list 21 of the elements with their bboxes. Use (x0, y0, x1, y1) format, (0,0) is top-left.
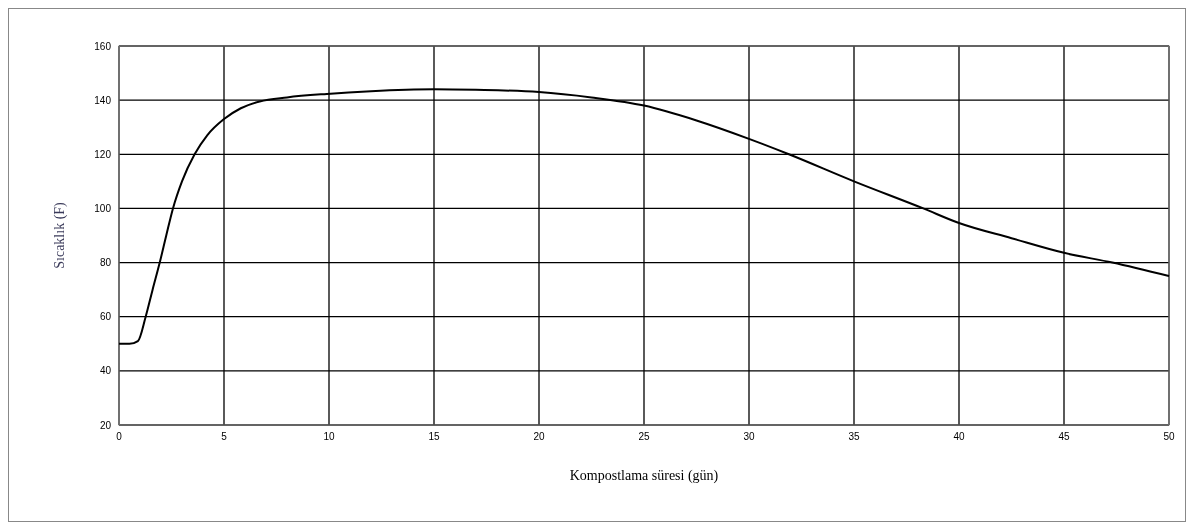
x-tick-label: 5 (221, 431, 228, 442)
x-tick-label: 10 (323, 431, 335, 442)
y-tick-label: 60 (99, 311, 112, 323)
y-tick-label: 80 (99, 257, 112, 269)
x-tick-label: 20 (533, 431, 545, 442)
x-axis-title: Kompostlama süresi (gün) (569, 468, 719, 484)
y-tick-label: 140 (94, 94, 112, 106)
y-tick-label: 20 (99, 419, 112, 431)
y-axis-title: Sıcaklık (F) (52, 201, 68, 269)
x-tick-label: 40 (953, 431, 965, 442)
x-tick-label: 45 (1058, 431, 1070, 442)
x-tick-label: 25 (638, 431, 650, 442)
y-tick-label: 160 (94, 40, 112, 52)
y-tick-label: 40 (99, 365, 112, 377)
x-tick-label: 0 (116, 431, 123, 442)
x-tick-label: 35 (848, 431, 860, 442)
x-tick-label: 50 (1163, 431, 1175, 442)
y-tick-label: 120 (94, 148, 112, 160)
x-tick-label: 15 (428, 431, 440, 442)
x-tick-label: 30 (743, 431, 755, 442)
y-tick-label: 100 (94, 202, 112, 214)
